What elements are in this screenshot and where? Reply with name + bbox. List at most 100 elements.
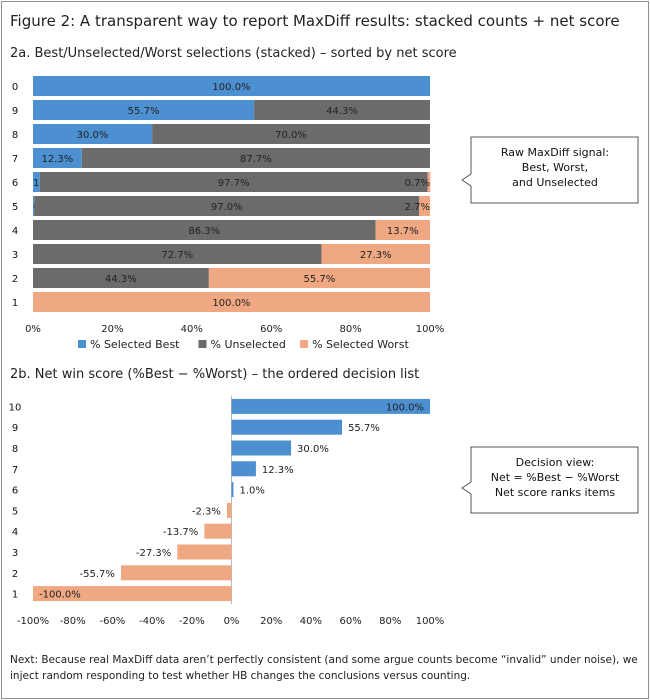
legend-swatch <box>78 340 86 348</box>
category-label: 3 <box>12 548 18 559</box>
data-label: 44.3% <box>326 106 358 117</box>
x-tick-label: -40% <box>139 616 165 627</box>
data-label: 44.3% <box>105 274 137 285</box>
category-label: 2 <box>12 569 18 580</box>
category-label: 0 <box>12 82 18 93</box>
data-label: 12.3% <box>262 465 294 476</box>
x-tick-label: 60% <box>339 616 361 627</box>
data-label: 55.7% <box>304 274 336 285</box>
bar-segment <box>81 148 431 168</box>
legend-swatch <box>300 340 309 348</box>
x-tick-label: 80% <box>379 616 401 627</box>
bar <box>231 440 292 456</box>
data-label: 2.7% <box>405 202 430 213</box>
data-label: 1.0% <box>239 486 264 497</box>
bar-segment <box>33 292 430 312</box>
callout-text: Decision view: <box>516 456 595 469</box>
x-tick-label: 20% <box>260 616 282 627</box>
legend-item: % Unselected <box>211 338 286 351</box>
bar-segment <box>33 196 35 216</box>
category-label: 7 <box>12 154 18 165</box>
data-label: 0.7% <box>405 178 430 189</box>
data-label: 30.0% <box>297 444 329 455</box>
category-label: 1 <box>12 298 18 309</box>
x-tick-label: -100% <box>17 616 49 627</box>
category-label: 2 <box>12 274 18 285</box>
x-tick-label: 100% <box>416 324 445 335</box>
data-label: 100.0% <box>212 82 250 93</box>
bar-segment <box>33 76 430 96</box>
legend-item: % Selected Best <box>90 338 180 351</box>
category-label: 1 <box>12 590 18 601</box>
category-label: 6 <box>12 178 18 189</box>
callouts: Raw MaxDiff signal: Best, Worst, and Unsel… <box>461 136 639 514</box>
callout-box <box>461 446 639 514</box>
data-label: -2.3% <box>192 506 221 517</box>
data-label: 97.0% <box>211 202 243 213</box>
data-label: 87.7% <box>240 154 272 165</box>
category-label: 5 <box>12 506 18 517</box>
category-label: 4 <box>12 527 18 538</box>
bar-segment <box>39 172 428 192</box>
x-tick-label: 80% <box>339 324 361 335</box>
callout-text: and Unselected <box>512 176 598 189</box>
bar <box>231 461 256 477</box>
bar-segment <box>152 124 430 144</box>
net-score-bar-chart: 10 100.0% 9 55.7% 8 30.0% 7 12.3% 6 1.0% 5 -2.3% 4 -1… <box>9 396 444 627</box>
category-label: 4 <box>12 226 18 237</box>
category-label: 8 <box>12 444 18 455</box>
category-label: 7 <box>12 465 18 476</box>
data-label: -55.7% <box>80 569 115 580</box>
callout-text: Net score ranks items <box>495 486 616 499</box>
category-label: 9 <box>12 106 18 117</box>
x-tick-label: -60% <box>99 616 125 627</box>
category-label: 6 <box>12 486 18 497</box>
data-label: 72.7% <box>161 250 193 261</box>
bar-segment <box>419 196 430 216</box>
bar-segment <box>375 220 430 240</box>
x-tick-label: 0% <box>224 616 240 627</box>
bar-segment <box>33 172 40 192</box>
legend-item: % Selected Worst <box>312 338 409 351</box>
bar <box>33 586 232 602</box>
bar <box>120 565 232 581</box>
chart-b-title: 2b. Net win score (%Best − %Worst) – the… <box>10 367 419 382</box>
bar <box>226 502 232 518</box>
bar-segment <box>34 196 420 216</box>
footer-note: Next: Because real MaxDiff data aren’t p… <box>10 654 638 682</box>
callout-text: Raw MaxDiff signal: <box>501 146 609 159</box>
x-tick-label: 40% <box>300 616 322 627</box>
callout-text: Best, Worst, <box>522 161 588 174</box>
bar <box>231 419 343 435</box>
data-label: 55.7% <box>348 423 380 434</box>
bar-segment <box>33 148 82 168</box>
data-label: 13.7% <box>387 226 419 237</box>
data-label: 97.7% <box>218 178 250 189</box>
x-tick-label: 20% <box>101 324 123 335</box>
data-label: 55.7% <box>128 106 160 117</box>
figure-title: Figure 2: A transparent way to report Ma… <box>10 12 620 30</box>
bar-segment <box>33 124 153 144</box>
x-tick-label: -20% <box>179 616 205 627</box>
data-label: -27.3% <box>136 548 171 559</box>
callout-box <box>461 136 639 204</box>
bar <box>231 398 430 414</box>
x-tick-label: 0% <box>25 324 41 335</box>
bar-segment <box>33 100 255 120</box>
data-label: 30.0% <box>77 130 109 141</box>
data-label: 27.3% <box>360 250 392 261</box>
category-label: 10 <box>9 402 22 413</box>
bar-segment <box>33 220 376 240</box>
x-tick-label: 60% <box>260 324 282 335</box>
data-label: 70.0% <box>275 130 307 141</box>
data-label: 12.3% <box>42 154 74 165</box>
legend-swatch <box>198 340 207 348</box>
x-tick-label: -80% <box>60 616 86 627</box>
data-label: -13.7% <box>163 527 198 538</box>
bar-segment <box>208 268 430 288</box>
bar-segment <box>254 100 430 120</box>
bar <box>177 544 232 560</box>
category-label: 8 <box>12 130 18 141</box>
data-label: 86.3% <box>188 226 220 237</box>
